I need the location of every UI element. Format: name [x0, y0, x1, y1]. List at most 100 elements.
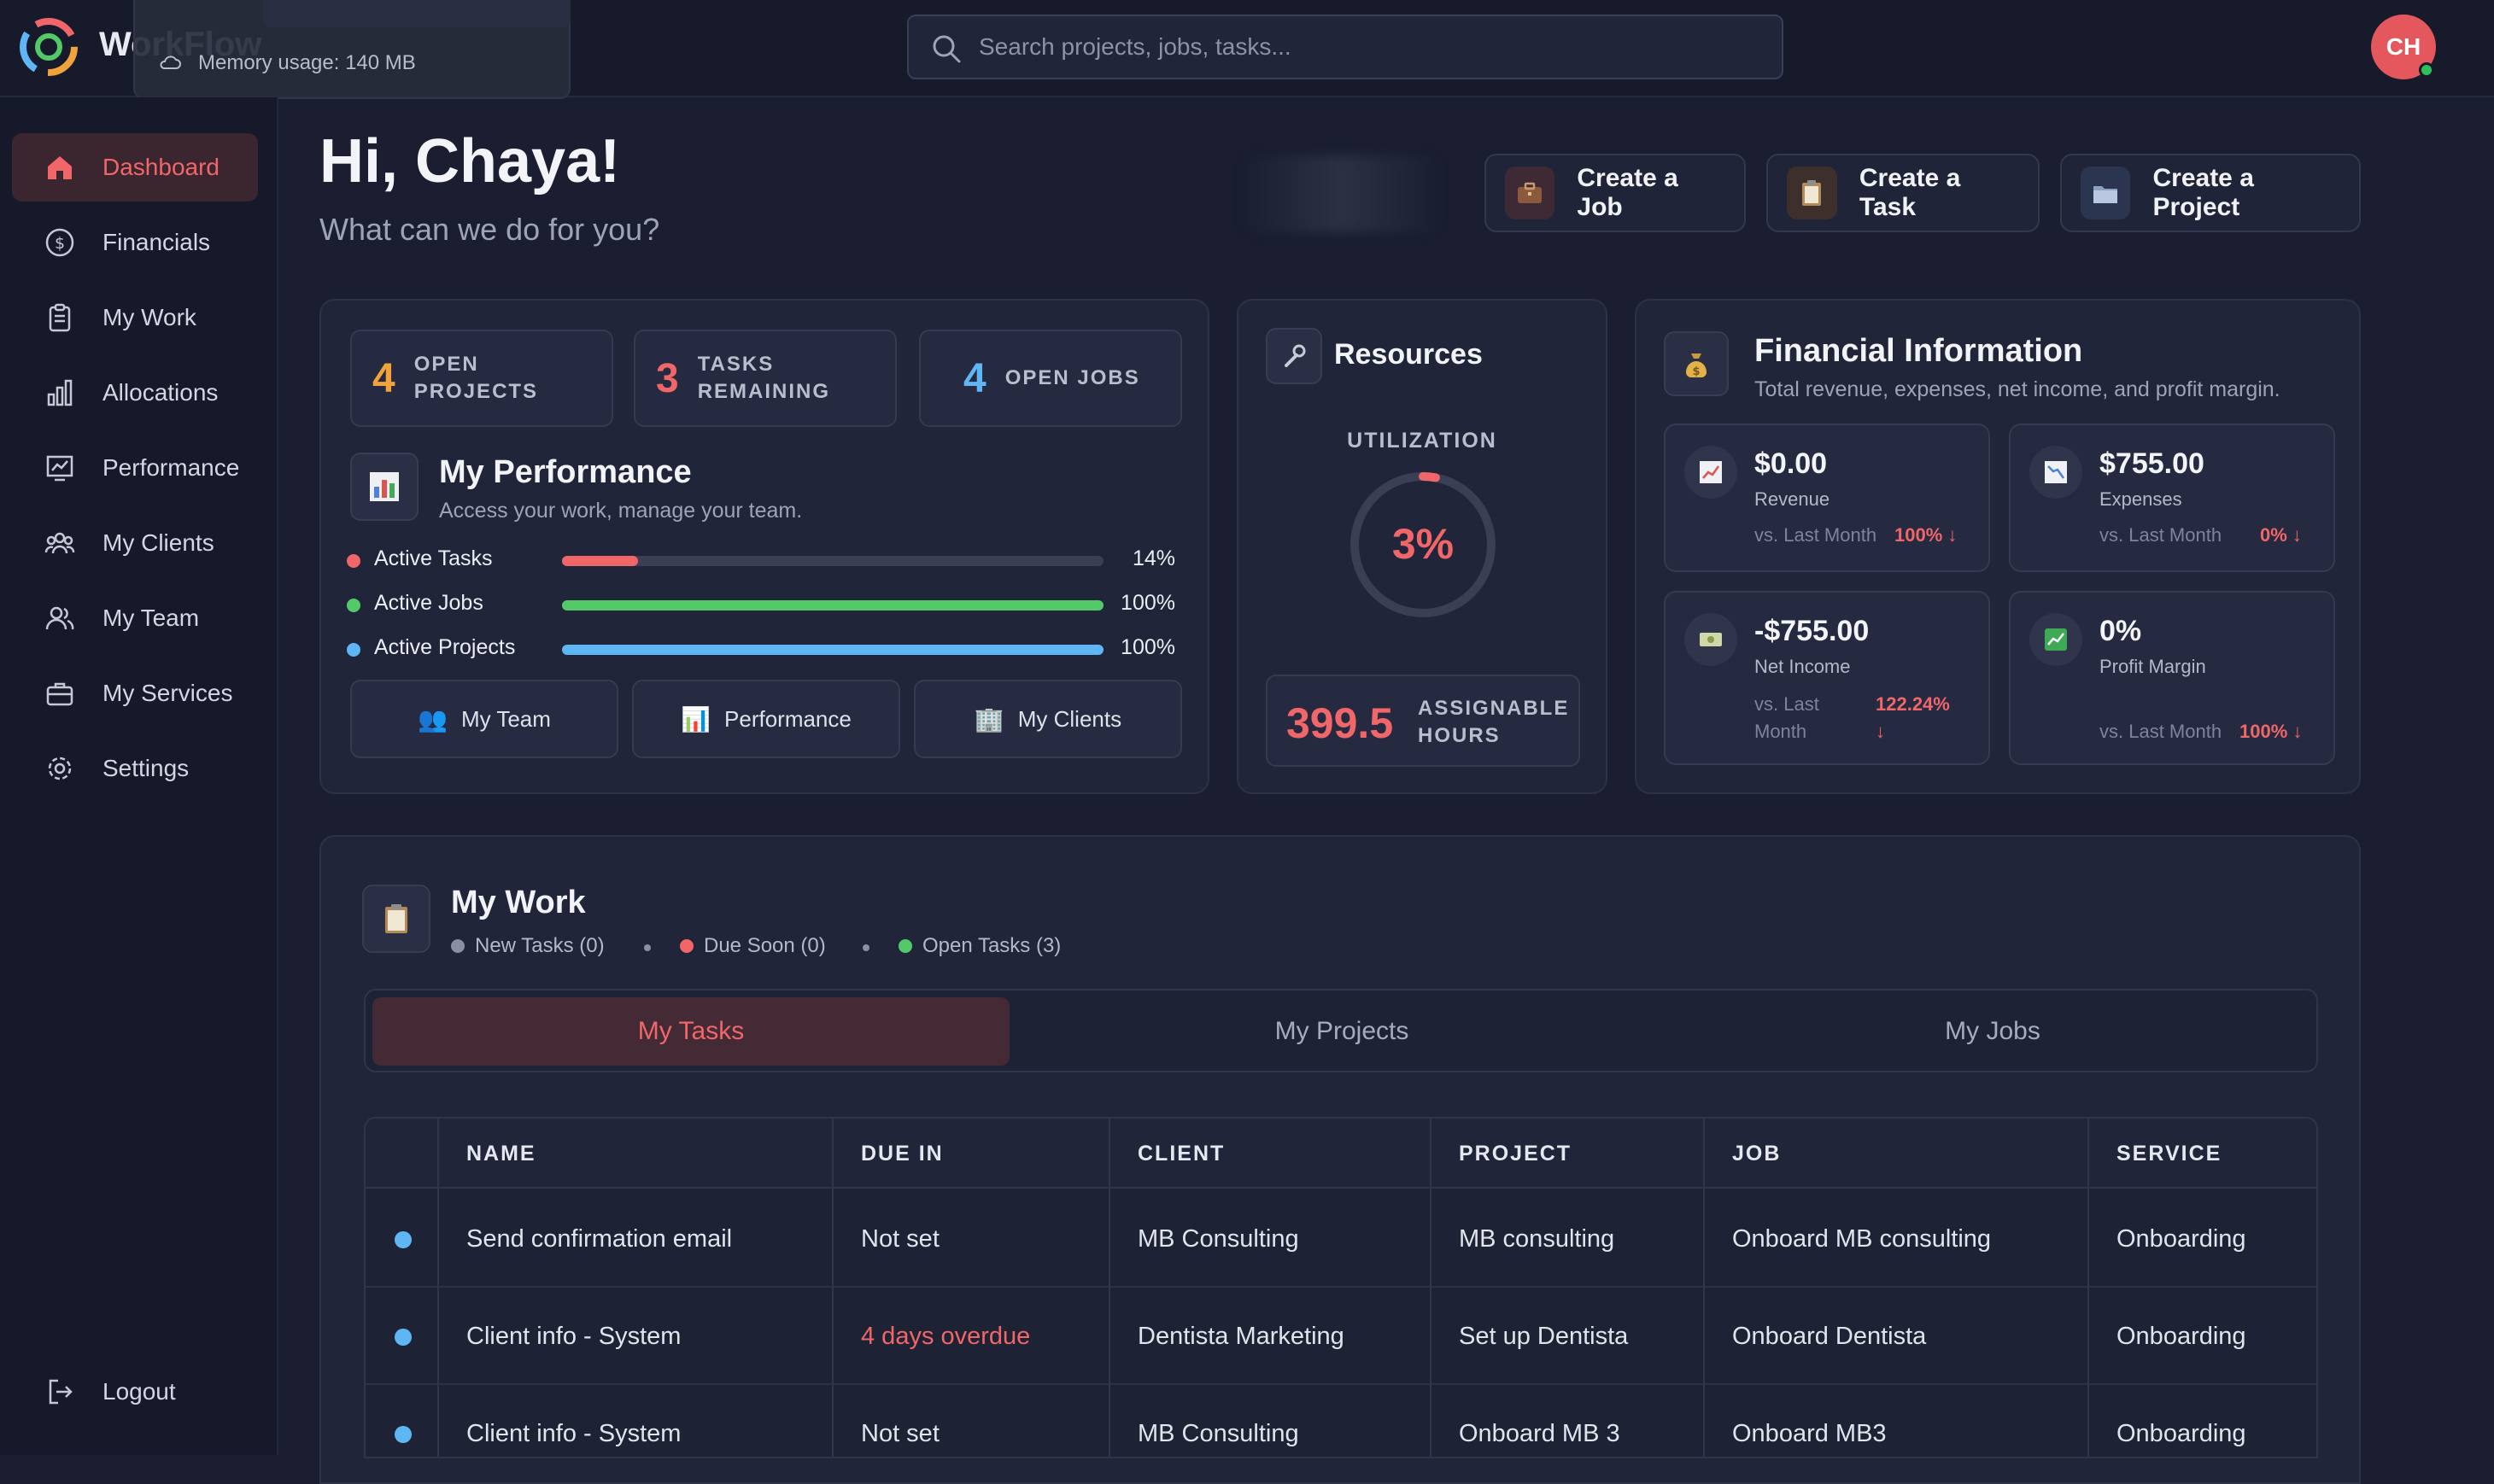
table-row[interactable]: Send confirmation email Not set MB Consu… — [366, 1190, 2316, 1288]
clients-icon — [43, 526, 77, 560]
gear-icon — [43, 751, 77, 786]
stat-label: TASKS REMAINING — [697, 353, 831, 403]
my-clients-label: My Clients — [1017, 705, 1122, 732]
performance-button[interactable]: 📊 Performance — [632, 680, 900, 758]
column-header-job[interactable]: JOB — [1732, 1142, 1782, 1166]
sidebar-item-dashboard[interactable]: Dashboard — [12, 133, 258, 202]
column-header-due-in[interactable]: DUE IN — [861, 1142, 944, 1166]
column-header-client[interactable]: CLIENT — [1138, 1142, 1226, 1166]
create-task-button[interactable]: Create a Task — [1766, 154, 2040, 232]
progress-track — [562, 645, 1104, 655]
user-avatar[interactable]: CH — [2371, 15, 2436, 79]
cloud-icon — [160, 56, 181, 69]
trend-chart-icon — [43, 451, 77, 485]
column-header-name[interactable]: NAME — [466, 1142, 536, 1166]
profit-margin-box[interactable]: 0% Profit Margin vs. Last Month 100% ↓ — [2009, 591, 2335, 765]
stat-value: 4 — [372, 355, 395, 401]
stat-tasks-remaining[interactable]: 3 TASKS REMAINING — [634, 330, 897, 427]
logout-icon — [43, 1375, 77, 1409]
expenses-label: Expenses — [2099, 488, 2182, 510]
growth-icon — [2029, 613, 2082, 666]
sidebar-item-my-work[interactable]: My Work — [12, 283, 258, 352]
column-divider — [1703, 1119, 1705, 1457]
column-divider — [1430, 1119, 1431, 1457]
table-row[interactable]: Client info - System 4 days overdue Dent… — [366, 1288, 2316, 1385]
team-icon — [43, 601, 77, 635]
my-team-button[interactable]: 👥 My Team — [350, 680, 618, 758]
sidebar-item-label: My Work — [102, 304, 196, 330]
my-work-title: My Work — [451, 885, 586, 920]
sidebar-item-allocations[interactable]: Allocations — [12, 359, 258, 427]
perf-label: Active Projects — [374, 635, 516, 659]
create-job-label: Create a Job — [1577, 164, 1678, 221]
sidebar-item-my-clients[interactable]: My Clients — [12, 509, 258, 577]
column-divider — [832, 1119, 834, 1457]
stat-value: 3 — [656, 355, 679, 401]
stat-label: OPEN PROJECTS — [413, 353, 539, 403]
sidebar-item-label: Settings — [102, 755, 190, 781]
stat-label: OPEN JOBS — [1004, 366, 1140, 389]
hours-value: 399.5 — [1286, 699, 1394, 747]
sidebar-item-my-team[interactable]: My Team — [12, 584, 258, 652]
cell-service: Onboarding — [2116, 1225, 2246, 1253]
column-divider — [437, 1119, 439, 1457]
profit-margin-value: 0% — [2099, 615, 2142, 647]
memory-usage-text: Memory usage: 140 MB — [198, 51, 416, 74]
my-clients-button[interactable]: 🏢 My Clients — [914, 680, 1182, 758]
revenue-compare: vs. Last Month — [1754, 524, 1877, 546]
sidebar-item-settings[interactable]: Settings — [12, 734, 258, 803]
table-row[interactable]: Client info - System Not set MB Consulti… — [366, 1385, 2316, 1457]
revenue-box[interactable]: $0.00 Revenue vs. Last Month 100% ↓ — [1664, 424, 1990, 572]
svg-text:$: $ — [55, 234, 65, 253]
svg-text:$: $ — [1692, 365, 1700, 378]
net-income-change-arrow: ↓ — [1876, 721, 1885, 742]
create-task-label: Create a Task — [1859, 164, 1961, 221]
bar-chart-icon: 📊 — [681, 705, 711, 733]
clipboard-icon — [43, 301, 77, 335]
search-input[interactable] — [977, 28, 1746, 66]
perf-value: 14% — [1132, 546, 1175, 570]
dollar-icon: $ — [43, 225, 77, 260]
sidebar-item-performance[interactable]: Performance — [12, 434, 258, 502]
sidebar-item-my-services[interactable]: My Services — [12, 659, 258, 727]
column-header-service[interactable]: SERVICE — [2116, 1142, 2222, 1166]
stat-open-jobs[interactable]: 4 OPEN JOBS — [919, 330, 1182, 427]
revenue-value: $0.00 — [1754, 447, 1828, 480]
wrench-icon — [1266, 328, 1322, 384]
tab-my-projects[interactable]: My Projects — [1274, 1017, 1409, 1045]
cell-due: Not set — [861, 1420, 940, 1447]
cell-client: MB Consulting — [1138, 1225, 1299, 1253]
tab-my-tasks[interactable]: My Tasks — [372, 997, 1010, 1066]
net-income-change: 122.24% — [1876, 693, 1950, 715]
logout-button[interactable]: Logout — [12, 1358, 258, 1426]
create-job-button[interactable]: Create a Job — [1484, 154, 1746, 232]
performance-card: 4 OPEN PROJECTS 3 TASKS REMAINING 4 OPEN J… — [319, 299, 1209, 794]
net-income-box[interactable]: -$755.00 Net Income vs. Last Month 122.2… — [1664, 591, 1990, 765]
chart-up-icon — [1684, 446, 1737, 499]
performance-title: My Performance — [439, 454, 692, 490]
search-bar[interactable] — [907, 15, 1783, 79]
work-tabs: My Tasks My Projects My Jobs — [364, 989, 2318, 1072]
net-income-compare-2: Month — [1754, 721, 1807, 742]
progress-fill — [562, 645, 1104, 655]
expenses-box[interactable]: $755.00 Expenses vs. Last Month 0% ↓ — [2009, 424, 2335, 572]
sidebar-item-financials[interactable]: $ Financials — [12, 208, 258, 277]
utilization-arc — [1350, 472, 1496, 617]
column-header-project[interactable]: PROJECT — [1459, 1142, 1572, 1166]
tab-my-jobs[interactable]: My Jobs — [1945, 1017, 2040, 1045]
cell-job: Onboard MB3 — [1732, 1420, 1887, 1447]
building-icon: 🏢 — [974, 705, 1004, 733]
briefcase-icon — [1505, 167, 1555, 219]
table-header: NAME DUE IN CLIENT PROJECT JOB SERVICE — [366, 1119, 2316, 1189]
stat-open-projects[interactable]: 4 OPEN PROJECTS — [350, 330, 613, 427]
status-dot — [347, 599, 360, 612]
legend-new-tasks: New Tasks (0) — [451, 934, 605, 958]
column-divider — [2087, 1119, 2089, 1457]
perf-row-active-tasks: Active Tasks 14% — [347, 543, 1175, 577]
cell-due-overdue: 4 days overdue — [861, 1323, 1031, 1350]
legend-dot — [451, 939, 465, 953]
folder-icon — [2081, 167, 2131, 219]
create-project-button[interactable]: Create a Project — [2060, 154, 2361, 232]
progress-track — [562, 556, 1104, 566]
online-status-dot — [2419, 62, 2434, 78]
